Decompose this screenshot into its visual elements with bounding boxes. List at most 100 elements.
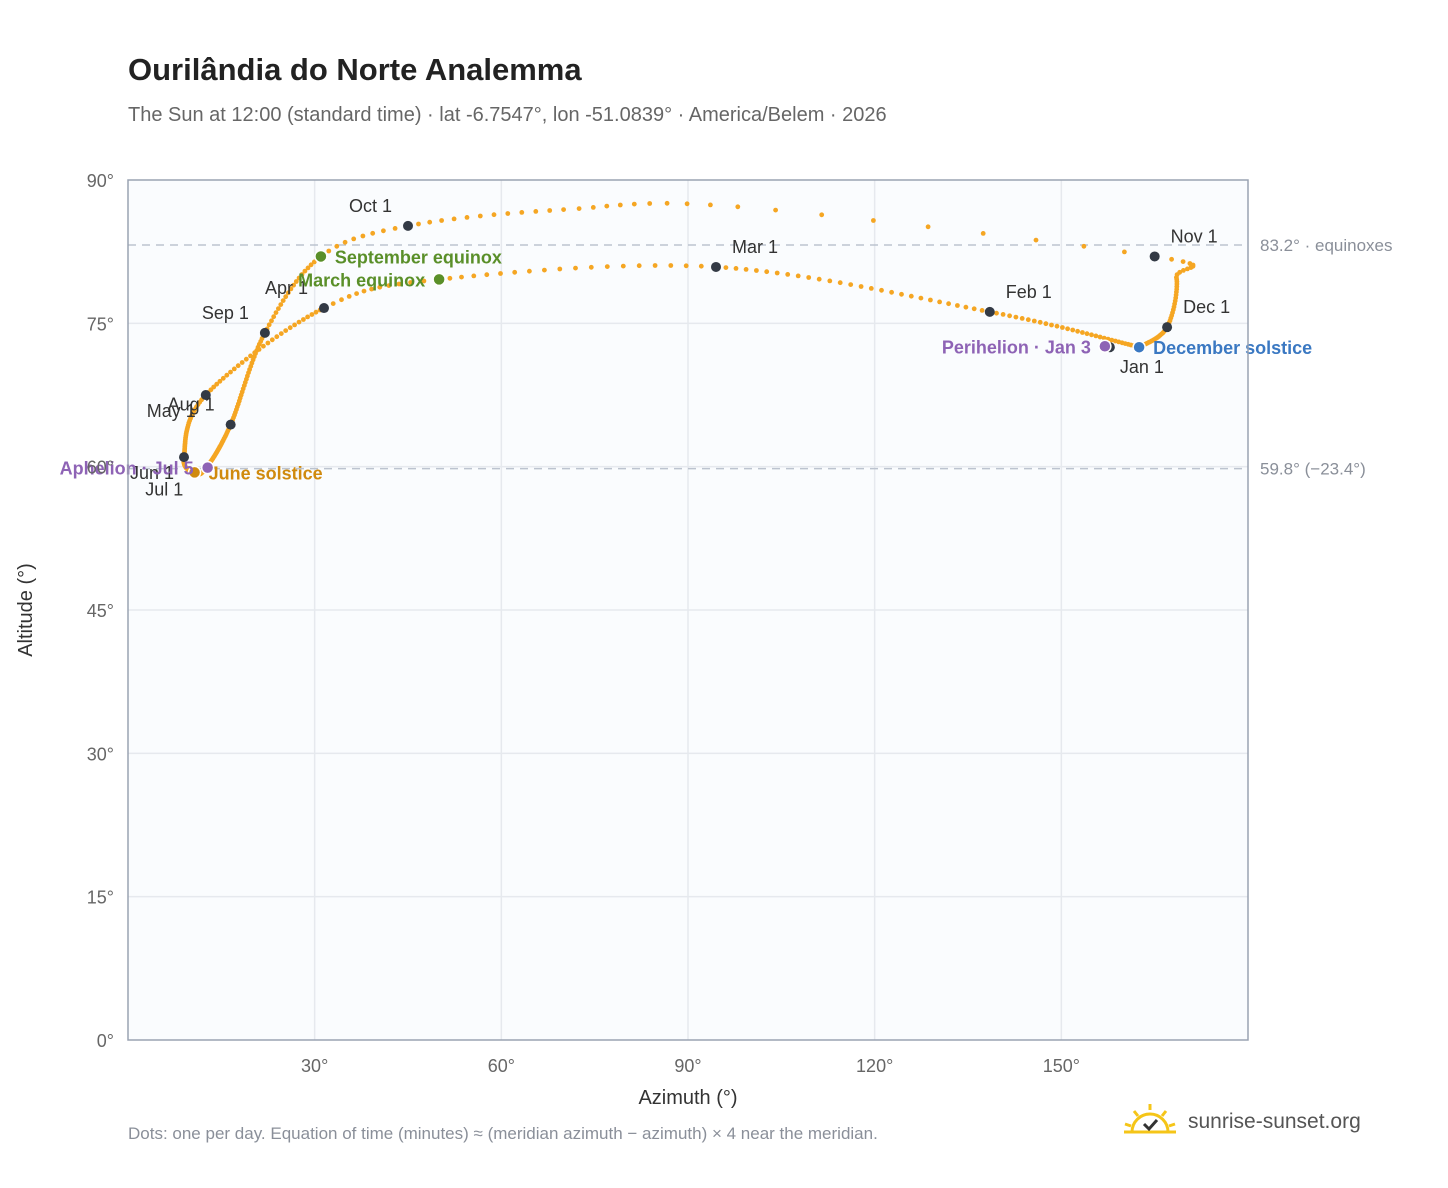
day-dot [899, 291, 904, 297]
day-dot [283, 294, 289, 300]
day-dot [928, 297, 933, 303]
day-dot [276, 306, 281, 311]
day-dot [773, 207, 778, 213]
day-dot [647, 201, 653, 206]
month-marker [711, 261, 721, 272]
day-dot [764, 269, 770, 275]
month-label: Jun 1 [130, 463, 174, 483]
day-dot [1033, 237, 1039, 243]
day-dot [274, 334, 280, 340]
event-marker [200, 460, 215, 475]
day-dot [1109, 337, 1115, 343]
day-dot [1093, 333, 1099, 339]
day-dot [652, 263, 658, 268]
day-dot [265, 340, 271, 346]
day-dot [868, 286, 874, 291]
day-dot [299, 272, 305, 277]
x-tick-label: 90° [674, 1056, 701, 1076]
day-dot [1122, 249, 1127, 255]
event-label: Perihelion · Jan 3 [942, 337, 1091, 357]
brand[interactable]: sunrise-sunset.org [1122, 1102, 1361, 1142]
month-marker [1149, 251, 1160, 262]
day-dot [339, 297, 344, 303]
day-dot [889, 289, 894, 295]
day-dot [858, 284, 864, 289]
month-label: Oct 1 [349, 196, 392, 216]
day-dot [879, 287, 884, 293]
month-label: Feb 1 [1006, 282, 1052, 302]
chart-subtitle: The Sun at 12:00 (standard time) · lat -… [128, 104, 887, 126]
day-dot [708, 202, 713, 208]
day-dot [459, 274, 464, 280]
day-dot [361, 288, 367, 294]
day-dot [1054, 323, 1060, 329]
day-dot [296, 275, 302, 281]
day-dot [590, 205, 596, 210]
day-dot [735, 204, 741, 210]
y-tick-label: 15° [87, 888, 114, 908]
day-dot [519, 210, 525, 215]
day-dot [743, 267, 749, 272]
day-dot [785, 272, 791, 277]
day-dot [451, 216, 457, 222]
day-dot [471, 273, 477, 279]
day-dot [1031, 318, 1037, 324]
axis-ticks: 30° 60° 90° 120° 150° 0° 15° 30° 45° 60° 75° 90° [87, 171, 1080, 1076]
day-dot [723, 265, 729, 270]
y-tick-label: 60° [87, 458, 114, 478]
day-dot [311, 259, 317, 265]
day-dot [925, 224, 931, 230]
day-dot [980, 231, 986, 236]
day-dot [381, 228, 386, 234]
day-dot [1097, 334, 1103, 340]
y-tick-label: 30° [87, 744, 114, 764]
month-label: Jul 1 [145, 479, 183, 499]
day-dot [1075, 328, 1080, 334]
day-dot [1084, 331, 1090, 337]
day-dot [239, 360, 245, 365]
day-dot [301, 317, 306, 322]
day-dot [342, 239, 348, 245]
chart-title: Ourilândia do Norte Analemma [128, 52, 582, 87]
month-marker [225, 419, 236, 430]
day-dot [1065, 326, 1070, 332]
day-dot [573, 265, 578, 271]
day-dot [464, 215, 470, 220]
day-dot [1025, 317, 1031, 323]
day-dot [1169, 256, 1174, 262]
day-dot [1101, 335, 1107, 341]
day-dot [994, 310, 999, 316]
day-dot [408, 280, 413, 285]
day-dot [631, 201, 637, 207]
day-dot [283, 328, 289, 333]
day-dot [527, 268, 532, 274]
day-dot [816, 276, 822, 282]
day-dot [908, 293, 914, 299]
day-dot [296, 319, 302, 325]
day-dot [396, 281, 402, 287]
day-dot [542, 267, 547, 273]
day-dot [620, 263, 626, 269]
event-label: June solstice [209, 463, 323, 483]
day-dot [313, 309, 319, 315]
day-dot [918, 295, 924, 301]
day-dot [326, 248, 332, 254]
day-dot [576, 206, 582, 212]
month-label: Sep 1 [202, 303, 249, 323]
day-dot [1000, 312, 1006, 317]
day-dot [377, 284, 383, 290]
brand-name: sunrise-sunset.org [1188, 1110, 1361, 1133]
day-dot [369, 286, 374, 292]
day-dot [309, 312, 315, 317]
day-dot [271, 314, 277, 320]
day-dot [287, 325, 293, 331]
day-dot [1089, 332, 1094, 338]
day-dot [427, 219, 433, 225]
day-dot [278, 302, 284, 307]
day-dot [827, 278, 833, 284]
day-dot [683, 263, 689, 269]
day-dot [1019, 316, 1025, 321]
day-dot [533, 209, 539, 214]
month-marker [200, 390, 211, 400]
